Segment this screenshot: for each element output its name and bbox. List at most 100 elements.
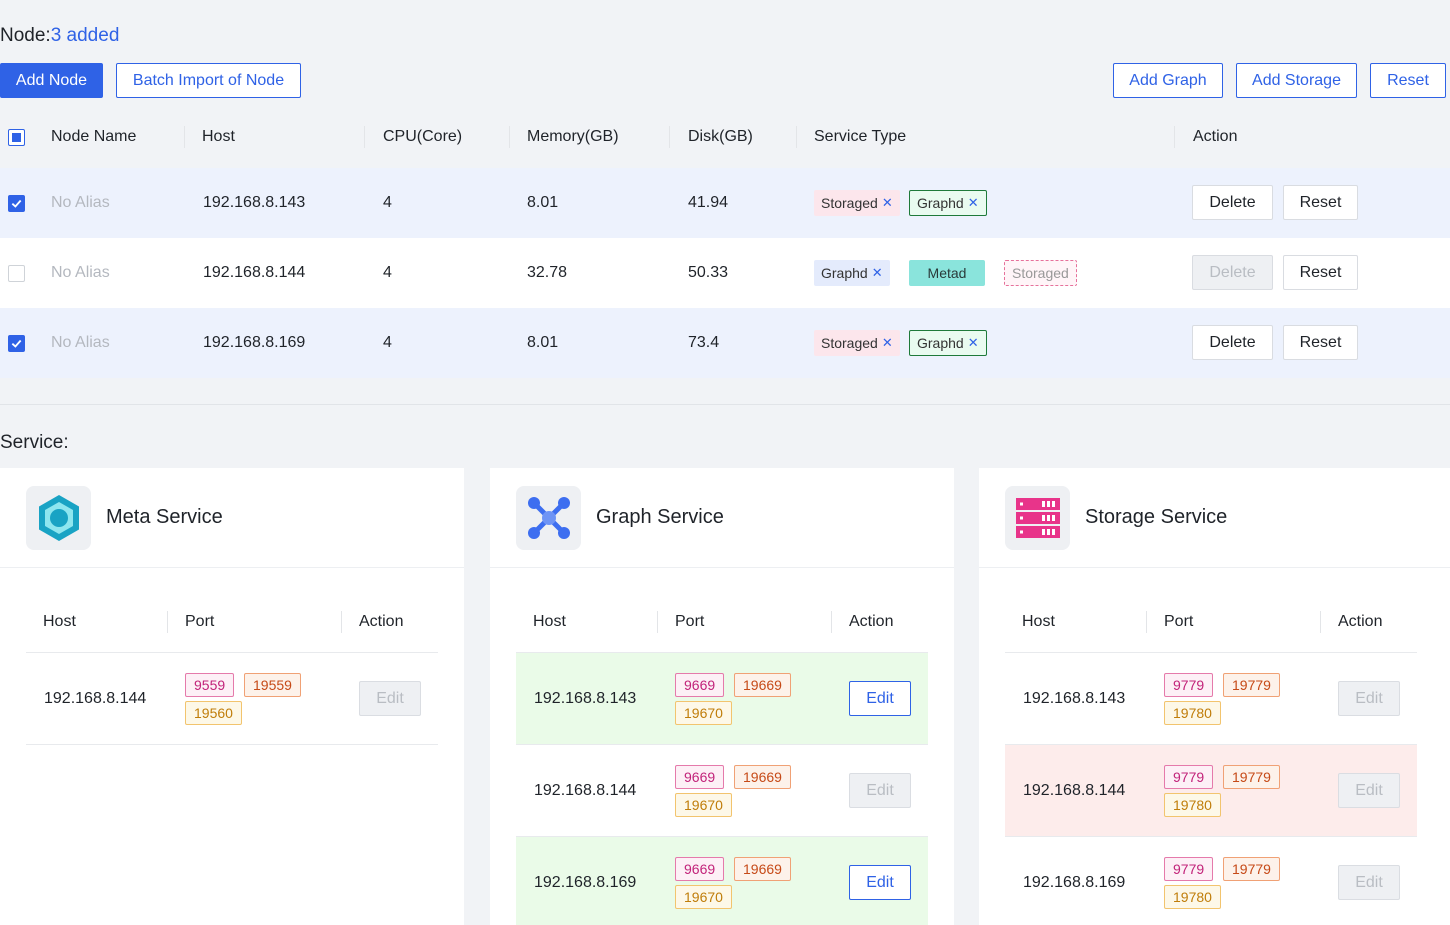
node-memory: 32.78 <box>527 264 568 281</box>
list-item: 192.168.8.169 9779 19779 19780 Edit <box>1005 837 1417 925</box>
add-node-button[interactable]: Add Node <box>0 63 103 98</box>
col-port: Port <box>1164 613 1194 630</box>
card-title: Graph Service <box>596 506 724 528</box>
list-item: 192.168.8.144 9559 19559 19560 Edit <box>26 653 438 745</box>
server-rack-icon <box>1005 486 1070 550</box>
service-tag-graphd: Graphd ✕ <box>909 190 987 216</box>
list-item: 192.168.8.143 9669 19669 19670 Edit <box>516 653 928 745</box>
reset-node-button[interactable]: Reset <box>1283 185 1358 220</box>
card-title: Meta Service <box>106 506 223 528</box>
batch-import-button[interactable]: Batch Import of Node <box>116 63 301 98</box>
port-tag: 19670 <box>675 701 732 725</box>
col-port: Port <box>675 613 705 630</box>
service-host: 192.168.8.144 <box>1023 782 1126 799</box>
node-disk: 41.94 <box>688 194 729 211</box>
port-tag: 19780 <box>1164 885 1221 909</box>
col-host: Host <box>1022 613 1055 630</box>
list-item: 192.168.8.144 9779 19779 19780 Edit <box>1005 745 1417 837</box>
reset-node-button[interactable]: Reset <box>1283 255 1358 290</box>
table-row: No Alias 192.168.8.144 4 32.78 50.33 Gra… <box>0 238 1450 308</box>
header-node-name: Node Name <box>51 128 137 145</box>
graph-network-icon <box>516 486 581 550</box>
remove-tag-icon[interactable]: ✕ <box>967 195 979 210</box>
node-cpu: 4 <box>383 264 392 281</box>
port-tag: 19779 <box>1223 765 1280 789</box>
node-cpu: 4 <box>383 334 392 351</box>
port-tag: 9779 <box>1164 857 1214 881</box>
service-tag-metad[interactable]: Metad <box>909 260 985 286</box>
service-host: 192.168.8.169 <box>1023 874 1126 891</box>
row-checkbox[interactable] <box>8 238 25 308</box>
port-tag: 19779 <box>1223 857 1280 881</box>
service-host: 192.168.8.144 <box>534 782 637 799</box>
add-graph-button[interactable]: Add Graph <box>1113 63 1223 98</box>
row-checkbox[interactable] <box>8 168 25 238</box>
hexagon-icon <box>26 486 91 550</box>
port-tag: 19779 <box>1223 673 1280 697</box>
storage-service-card: Storage Service Host Port Action 192.168… <box>979 468 1450 925</box>
port-tag: 9559 <box>185 673 235 697</box>
edit-button[interactable]: Edit <box>849 773 911 808</box>
delete-node-button[interactable]: Delete <box>1192 325 1273 360</box>
edit-button[interactable]: Edit <box>1338 773 1400 808</box>
service-tag-graphd: Graphd ✕ <box>814 260 890 286</box>
service-tag-storaged: Storaged ✕ <box>814 330 900 356</box>
col-action: Action <box>1338 613 1383 630</box>
row-checkbox[interactable] <box>8 308 25 378</box>
node-cpu: 4 <box>383 194 392 211</box>
node-host: 192.168.8.144 <box>203 264 306 281</box>
service-host: 192.168.8.143 <box>534 690 637 707</box>
remove-tag-icon[interactable]: ✕ <box>967 335 979 350</box>
delete-node-button[interactable]: Delete <box>1192 185 1273 220</box>
service-tag-storaged: Storaged ✕ <box>814 190 900 216</box>
col-host: Host <box>533 613 566 630</box>
port-tag: 19560 <box>185 701 242 725</box>
node-memory: 8.01 <box>527 334 559 351</box>
edit-button[interactable]: Edit <box>849 681 911 716</box>
remove-tag-icon[interactable]: ✕ <box>881 195 893 210</box>
node-table-header: Node Name Host CPU(Core) Memory(GB) Disk… <box>0 108 1450 166</box>
port-tag: 19780 <box>1164 701 1221 725</box>
edit-button[interactable]: Edit <box>1338 681 1400 716</box>
section-divider <box>0 404 1450 405</box>
edit-button[interactable]: Edit <box>849 865 911 900</box>
col-port: Port <box>185 613 215 630</box>
node-title: Node:3 added <box>0 25 119 47</box>
remove-tag-icon[interactable]: ✕ <box>871 265 883 280</box>
list-item: 192.168.8.144 9669 19669 19670 Edit <box>516 745 928 837</box>
header-disk: Disk(GB) <box>688 128 753 145</box>
port-tag: 9779 <box>1164 673 1214 697</box>
service-title: Service: <box>0 432 69 453</box>
port-tag: 9669 <box>675 857 725 881</box>
node-host: 192.168.8.143 <box>203 194 306 211</box>
node-added-count: 3 added <box>50 25 120 46</box>
node-name: No Alias <box>51 194 110 211</box>
meta-service-card: Meta Service Host Port Action 192.168.8.… <box>0 468 464 925</box>
col-action: Action <box>849 613 894 630</box>
card-title: Storage Service <box>1085 506 1228 528</box>
port-tag: 9779 <box>1164 765 1214 789</box>
node-disk: 73.4 <box>688 334 720 351</box>
service-host: 192.168.8.144 <box>44 690 147 707</box>
reset-node-button[interactable]: Reset <box>1283 325 1358 360</box>
port-tag: 19780 <box>1164 793 1221 817</box>
node-table: Node Name Host CPU(Core) Memory(GB) Disk… <box>0 108 1450 378</box>
service-tag-storaged-add[interactable]: Storaged <box>1004 260 1077 286</box>
node-label: Node: <box>0 25 51 46</box>
port-tag: 9669 <box>675 673 725 697</box>
node-name: No Alias <box>51 334 110 351</box>
header-host: Host <box>202 128 235 145</box>
node-disk: 50.33 <box>688 264 729 281</box>
service-host: 192.168.8.143 <box>1023 690 1126 707</box>
port-tag: 19669 <box>734 857 791 881</box>
select-all-checkbox[interactable] <box>8 108 25 166</box>
edit-button[interactable]: Edit <box>1338 865 1400 900</box>
add-storage-button[interactable]: Add Storage <box>1236 63 1357 98</box>
header-cpu: CPU(Core) <box>383 128 463 145</box>
reset-all-button[interactable]: Reset <box>1370 63 1446 98</box>
table-row: No Alias 192.168.8.169 4 8.01 73.4 Stora… <box>0 308 1450 378</box>
service-tag-graphd: Graphd ✕ <box>909 330 987 356</box>
delete-node-button[interactable]: Delete <box>1192 255 1273 290</box>
remove-tag-icon[interactable]: ✕ <box>881 335 893 350</box>
edit-button[interactable]: Edit <box>359 681 421 716</box>
